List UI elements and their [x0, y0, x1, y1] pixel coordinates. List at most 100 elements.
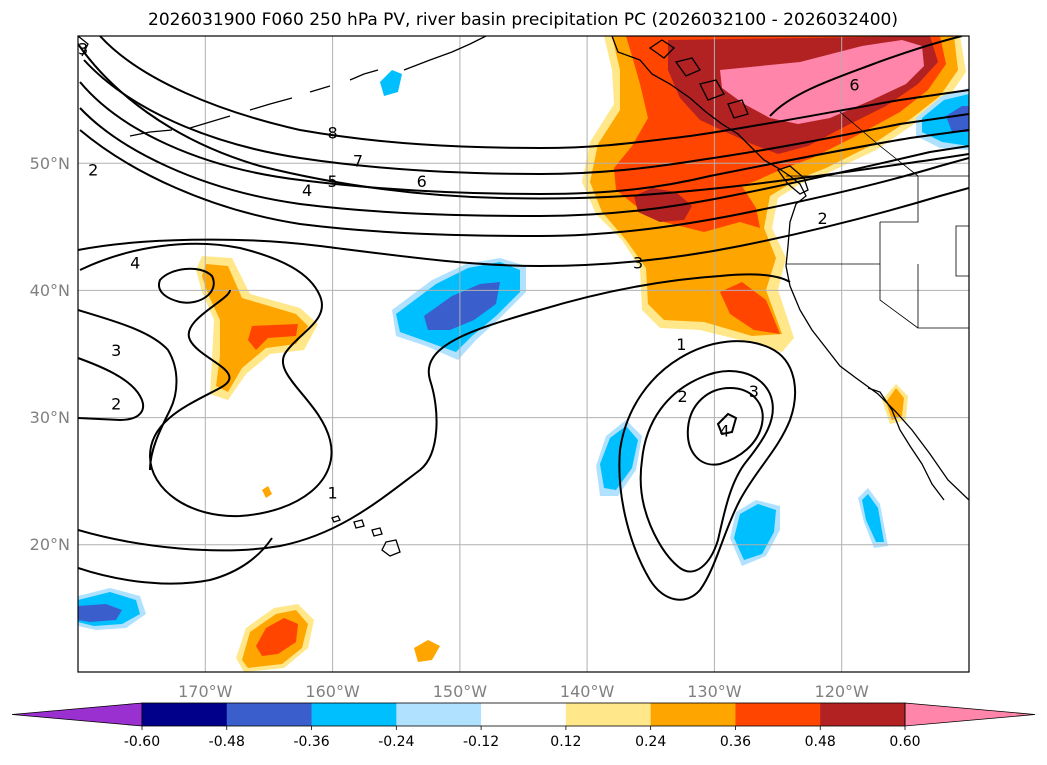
coastline-islands-alaska: [648, 39, 749, 119]
coastline-hawaii: [331, 515, 401, 557]
pv-contour-label: 4: [302, 181, 312, 200]
pv-contour-label: 7: [353, 152, 363, 171]
colorbar-segment: [396, 703, 482, 726]
pv-contour-low-3: [686, 386, 764, 466]
pv-contour-label: 2: [88, 161, 98, 180]
pv-contour-label: 5: [327, 172, 337, 191]
pv-contour-label: 1: [327, 484, 337, 503]
colorbar-segment: [735, 703, 821, 726]
x-tick-label: 150°W: [433, 682, 488, 701]
pv-contour-label: 3: [111, 341, 121, 360]
pv-contour-subtropical-1: [78, 273, 791, 552]
neg-region-alaska: [380, 70, 402, 96]
colorbar-segment: [481, 703, 567, 726]
colorbar-tick-label: -0.60: [124, 734, 160, 750]
colorbar-segment: [311, 703, 397, 726]
pv-contour-5: [79, 107, 969, 218]
pv-contour-8: [99, 36, 969, 150]
neg-region-hawaii-east-blue: [734, 504, 776, 560]
pv-contour-low-2: [639, 370, 774, 573]
colorbar-extend-max: [904, 702, 1036, 727]
colorbar-tick-label: 0.12: [550, 734, 581, 750]
colorbar-labels: -0.60 -0.48 -0.36 -0.24 -0.12 0.12 0.24 0.36 0.4…: [124, 726, 921, 750]
pv-contour-northeast-6: [769, 36, 963, 117]
pv-contour-label: 4: [720, 421, 730, 440]
pv-contour-low-4: [716, 412, 738, 436]
coastline-aleutians: [129, 69, 379, 137]
neg-region-southwest-dark: [78, 604, 122, 622]
pv-contour-label: 3: [749, 382, 759, 401]
pv-contour-label: 2: [818, 209, 828, 228]
pv-contour-label: 4: [130, 253, 140, 272]
y-tick-label: 30°N: [30, 408, 70, 427]
neg-region-mexico-blue: [862, 494, 884, 542]
y-tick-label: 50°N: [30, 154, 70, 173]
colorbar-frame: [141, 702, 906, 727]
pos-region-small-b: [262, 486, 272, 498]
pv-contour-2-west: [78, 357, 145, 422]
neg-region-east-edge-dark: [946, 106, 969, 132]
colorbar-segment: [650, 703, 736, 726]
y-axis: 20°N 30°N 40°N 50°N: [30, 154, 70, 554]
pos-region-northeast-pacific-pink: [720, 40, 924, 124]
x-tick-label: 160°W: [305, 682, 360, 701]
chart-title: 2026031900 F060 250 hPa PV, river basin …: [148, 10, 898, 30]
pv-contour-label: 3: [633, 253, 643, 272]
coastline-baja: [867, 387, 945, 501]
pv-contour-3: [78, 187, 969, 268]
pv-contour-4: [79, 129, 969, 238]
colorbar-segment: [226, 703, 313, 726]
colorbar-tick-label: -0.12: [463, 734, 499, 750]
pv-contour-low-1: [618, 340, 797, 601]
map-frame: [77, 35, 970, 673]
pos-region-small-a: [414, 640, 440, 662]
colorbar-segment: [142, 703, 228, 726]
pos-region-baja-orange: [886, 388, 904, 420]
gridlines: [78, 36, 969, 672]
neg-region-central-dark: [424, 282, 500, 330]
pv-contour-label: 2: [111, 395, 121, 414]
colorbar-tick-label: 0.36: [720, 734, 751, 750]
pos-region-central-red: [248, 324, 298, 350]
colorbar-segment: [820, 703, 906, 726]
pv-contour-subtropical-2: [79, 242, 333, 518]
coastlines: [78, 36, 969, 557]
colorbar-extend-min: [11, 702, 143, 727]
pv-contour-2: [78, 43, 969, 200]
pv-contour-label: 8: [327, 124, 337, 143]
pv-contours: [78, 36, 969, 601]
y-tick-label: 40°N: [30, 281, 70, 300]
colorbar-segments: [11, 702, 1036, 727]
colorbar-tick-label: -0.48: [209, 734, 245, 750]
colorbar-tick-label: 0.48: [805, 734, 836, 750]
colorbar-tick-label: 0.24: [635, 734, 666, 750]
pv-contour-sw-1: [78, 537, 273, 585]
colorbar-tick-label: -0.24: [378, 734, 414, 750]
pos-region-south-red: [256, 618, 298, 656]
coastline-alaska-mainland: [403, 36, 487, 71]
coastline-north-america: [611, 36, 969, 501]
y-tick-label: 20°N: [30, 535, 70, 554]
neg-region-east-edge-blue: [922, 94, 969, 146]
pv-contour-label: 2: [678, 387, 688, 406]
pv-contour-label: 1: [676, 335, 686, 354]
colorbar: -0.60 -0.48 -0.36 -0.24 -0.12 0.12 0.24 0.36 0.4…: [11, 702, 1036, 750]
x-tick-label: 140°W: [560, 682, 615, 701]
x-tick-label: 170°W: [178, 682, 233, 701]
x-tick-label: 130°W: [687, 682, 742, 701]
pv-contour-6: [79, 81, 969, 196]
pv-contour-label: 3: [78, 40, 88, 59]
x-axis: 170°W 160°W 150°W 140°W 130°W 120°W: [178, 682, 869, 701]
x-tick-label: 120°W: [815, 682, 870, 701]
pv-contour-label: 6: [849, 75, 859, 94]
colorbar-tick-label: 0.60: [889, 734, 920, 750]
pv-contour-4-west: [158, 267, 215, 304]
pv-contour-3-west: [78, 309, 178, 471]
colorbar-segment: [565, 703, 652, 726]
pv-contour-7: [83, 59, 969, 176]
pv-contour-label: 6: [417, 172, 427, 191]
colorbar-tick-label: -0.36: [293, 734, 329, 750]
